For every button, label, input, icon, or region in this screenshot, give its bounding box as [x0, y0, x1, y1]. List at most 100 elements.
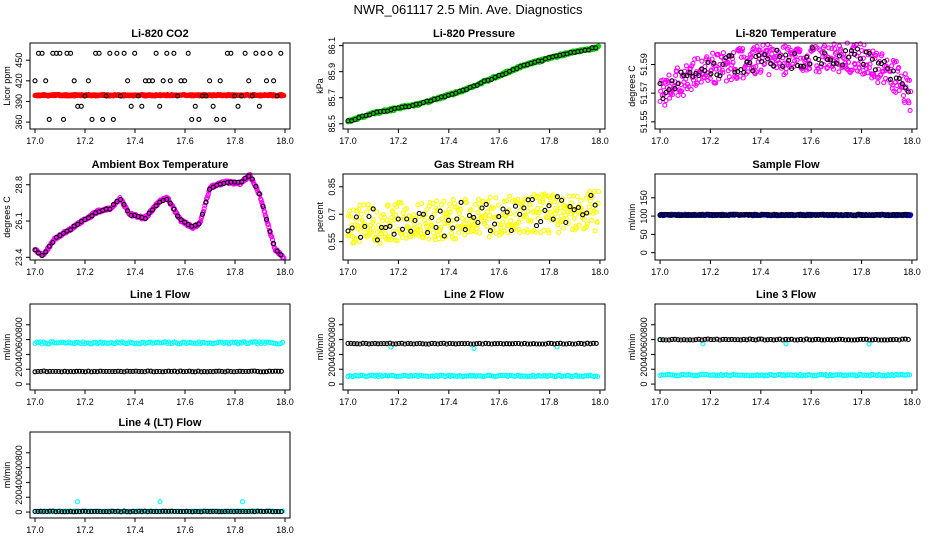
data-point: [378, 341, 384, 347]
data-point: [756, 52, 762, 58]
data-point: [456, 341, 462, 347]
data-point: [103, 509, 109, 515]
data-point: [148, 368, 154, 374]
data-point: [384, 341, 390, 347]
data-point: [765, 56, 771, 62]
data-point: [411, 341, 417, 347]
data-point: [243, 368, 249, 375]
data-point: [729, 53, 735, 59]
x-tick-label: 17.0: [26, 397, 44, 407]
data-point: [690, 73, 696, 79]
data-point: [702, 212, 708, 219]
data-point: [715, 51, 721, 57]
data-point: [747, 212, 753, 218]
data-point: [783, 66, 789, 72]
data-point: [453, 341, 459, 347]
data-point: [753, 53, 759, 60]
data-point: [457, 206, 464, 212]
data-point: [498, 340, 504, 347]
data-point: [358, 211, 364, 217]
data-point: [538, 219, 544, 225]
y-tick-label: 600: [327, 332, 337, 347]
data-point: [445, 220, 452, 226]
data-point: [255, 508, 261, 514]
data-point: [594, 219, 601, 226]
data-point: [756, 336, 762, 342]
data-point: [183, 508, 189, 514]
data-point: [474, 225, 480, 231]
data-point: [536, 341, 543, 347]
x-tick-label: 17.4: [440, 397, 458, 407]
data-point: [121, 369, 127, 375]
data-point: [720, 61, 726, 68]
data-point: [263, 369, 270, 375]
data-point: [842, 212, 849, 218]
data-point: [879, 51, 885, 57]
data-point: [228, 368, 234, 375]
y-tick-label: 800: [14, 317, 24, 332]
data-point: [740, 46, 746, 52]
data-point: [420, 341, 426, 347]
data-point: [838, 46, 844, 52]
data-point: [587, 198, 593, 204]
data-point: [103, 368, 109, 374]
data-point: [821, 62, 827, 68]
data-point: [500, 219, 506, 225]
data-point: [663, 211, 669, 218]
data-point: [848, 337, 855, 343]
data-point: [705, 336, 711, 342]
data-point: [74, 499, 81, 505]
data-point: [35, 368, 41, 375]
data-point: [47, 368, 53, 374]
data-point: [213, 368, 219, 374]
data-point: [801, 337, 807, 343]
data-point: [759, 211, 765, 218]
y-axis-label: degrees C: [2, 196, 12, 238]
data-point: [133, 368, 139, 374]
series-0: [32, 171, 287, 261]
data-point: [478, 80, 484, 86]
data-point: [265, 221, 271, 227]
data-point: [684, 212, 690, 218]
data-point: [374, 229, 380, 235]
data-point: [38, 368, 44, 375]
data-point: [548, 340, 554, 346]
data-point: [38, 508, 44, 514]
panel-title: Ambient Box Temperature: [92, 159, 229, 171]
data-point: [666, 337, 672, 343]
data-point: [663, 337, 669, 343]
data-point: [572, 212, 578, 218]
x-tick-label: 17.4: [440, 136, 458, 146]
data-point: [660, 212, 666, 218]
data-point: [258, 369, 264, 375]
x-tick-label: 17.6: [176, 525, 194, 535]
data-point: [854, 337, 861, 343]
y-tick-label: 800: [14, 445, 24, 460]
x-tick-label: 17.4: [752, 397, 770, 407]
data-point: [430, 200, 436, 206]
data-point: [142, 369, 148, 375]
data-point: [249, 93, 255, 99]
data-point: [684, 337, 690, 343]
y-tick-label: 400: [14, 347, 24, 362]
data-point: [881, 80, 887, 86]
data-point: [678, 69, 684, 75]
data-point: [79, 508, 86, 514]
data-point: [399, 226, 406, 232]
data-point: [408, 228, 414, 234]
data-point: [82, 508, 88, 514]
data-point: [53, 368, 59, 375]
data-point: [523, 196, 529, 202]
data-point: [794, 57, 800, 63]
page-title: NWR_061117 2.5 Min. Ave. Diagnostics: [353, 2, 583, 17]
data-point: [112, 369, 118, 375]
data-point: [783, 52, 789, 58]
data-point: [884, 337, 890, 343]
data-point: [819, 337, 825, 343]
data-point: [711, 212, 717, 218]
y-tick-label: 200: [327, 362, 337, 377]
data-point: [550, 192, 556, 198]
data-point: [660, 96, 666, 102]
data-point: [762, 52, 768, 58]
data-point: [681, 337, 687, 343]
